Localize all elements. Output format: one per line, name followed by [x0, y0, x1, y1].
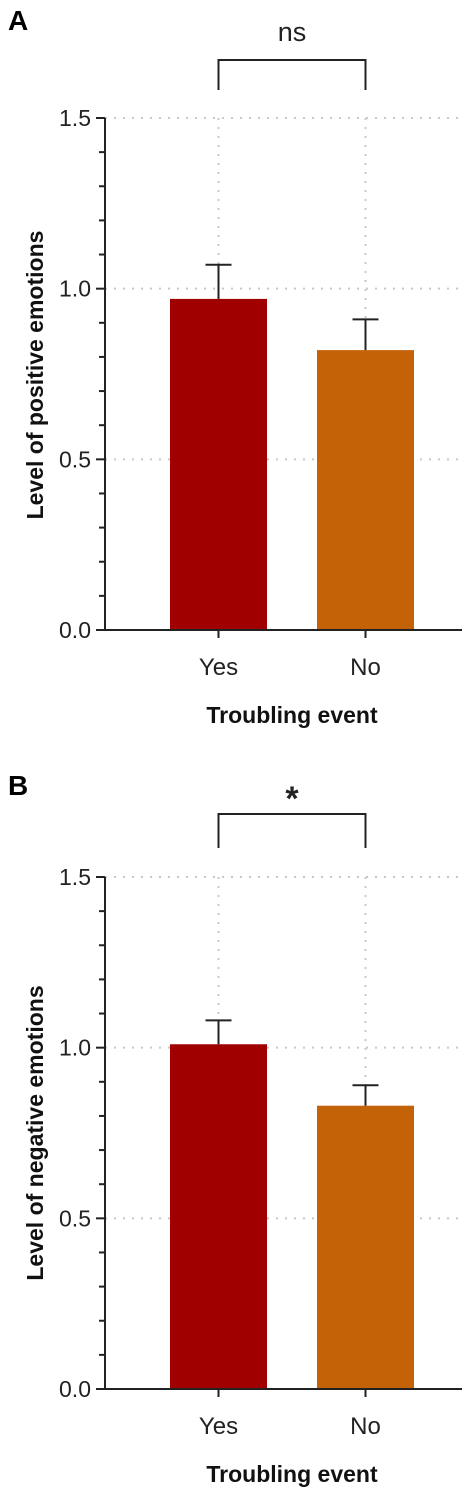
chart-panel-b: B * Level of negative emotions Troubling… — [8, 770, 462, 1487]
bar-yes — [170, 1044, 267, 1389]
y-tick-label: 0.0 — [59, 617, 91, 643]
bar-no — [317, 1105, 414, 1389]
x-axis-title-b: Troubling event — [206, 1461, 378, 1487]
y-axis-title-b: Level of negative emotions — [22, 985, 48, 1280]
bar-yes — [170, 298, 267, 630]
x-tick-label-no: No — [350, 1413, 381, 1440]
significance-label-b: * — [285, 780, 299, 818]
x-tick-label-yes: Yes — [199, 1413, 238, 1440]
error-bar-no — [352, 318, 379, 351]
y-tick-label: 1.0 — [59, 1035, 91, 1061]
x-axis-title-a: Troubling event — [206, 702, 378, 728]
y-tick-label: 1.5 — [59, 105, 91, 131]
error-bar-yes — [205, 1019, 232, 1045]
chart-panel-a: A ns Level of positive emotions Troublin… — [8, 5, 462, 728]
y-tick-label: 0.5 — [59, 1205, 91, 1231]
panel-letter-b: B — [8, 770, 28, 801]
y-tick-label: 0.5 — [59, 446, 91, 472]
significance-bracket — [217, 813, 367, 848]
significance-bracket — [217, 59, 367, 90]
y-tick-label: 1.0 — [59, 276, 91, 302]
x-tick-label-no: No — [350, 654, 381, 681]
error-bar-no — [352, 1084, 379, 1106]
y-tick-label: 1.5 — [59, 864, 91, 890]
bar-no — [317, 350, 414, 630]
y-axis-title-a: Level of positive emotions — [22, 231, 48, 520]
x-tick-label-yes: Yes — [199, 654, 238, 681]
significance-label-a: ns — [278, 17, 307, 47]
panel-letter-a: A — [8, 5, 28, 36]
error-bar-yes — [205, 263, 232, 299]
y-tick-label: 0.0 — [59, 1376, 91, 1402]
